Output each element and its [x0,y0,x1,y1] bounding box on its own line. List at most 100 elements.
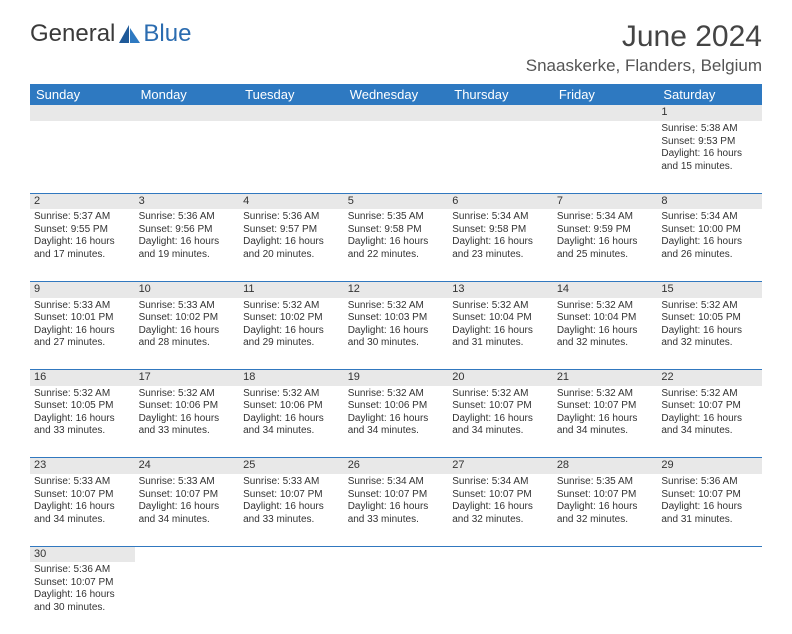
daynum-row: 30 [30,546,762,562]
daylight: and 34 minutes. [452,425,549,438]
daylight: and 31 minutes. [661,514,758,527]
day-empty [135,121,240,193]
brand-part2: Blue [143,20,191,48]
day-cell: Sunrise: 5:32 AMSunset: 10:04 PMDaylight… [553,298,658,370]
day-cell: Sunrise: 5:33 AMSunset: 10:07 PMDaylight… [239,474,344,546]
sunset: Sunset: 10:07 PM [243,489,340,502]
detail-row: Sunrise: 5:33 AMSunset: 10:07 PMDaylight… [30,474,762,546]
month-title: June 2024 [526,20,762,54]
daynum: 21 [553,370,658,386]
sunrise: Sunrise: 5:32 AM [557,300,654,313]
day-cell: Sunrise: 5:32 AMSunset: 10:02 PMDaylight… [239,298,344,370]
daynum: 28 [553,458,658,474]
day-cell: Sunrise: 5:36 AMSunset: 10:07 PMDaylight… [657,474,762,546]
daynum-empty [344,105,449,121]
daylight: Daylight: 16 hours [348,236,445,249]
daylight: Daylight: 16 hours [452,325,549,338]
daylight: and 34 minutes. [557,425,654,438]
sunset: Sunset: 10:06 PM [243,400,340,413]
daylight: and 34 minutes. [243,425,340,438]
day-empty [135,562,240,634]
daylight: and 32 minutes. [557,337,654,350]
day-cell: Sunrise: 5:33 AMSunset: 10:01 PMDaylight… [30,298,135,370]
sunset: Sunset: 9:59 PM [557,224,654,237]
day-cell: Sunrise: 5:32 AMSunset: 10:07 PMDaylight… [553,386,658,458]
daynum-empty [448,546,553,562]
daylight: Daylight: 16 hours [452,501,549,514]
sunset: Sunset: 10:07 PM [661,489,758,502]
daynum: 20 [448,370,553,386]
daynum: 10 [135,281,240,297]
daynum: 17 [135,370,240,386]
sunset: Sunset: 10:07 PM [661,400,758,413]
sunrise: Sunrise: 5:34 AM [452,476,549,489]
daynum: 15 [657,281,762,297]
sunrise: Sunrise: 5:32 AM [452,300,549,313]
sunset: Sunset: 9:58 PM [348,224,445,237]
daynum: 16 [30,370,135,386]
daynum: 7 [553,193,658,209]
sunset: Sunset: 10:04 PM [557,312,654,325]
daylight: Daylight: 16 hours [661,236,758,249]
daylight: and 33 minutes. [139,425,236,438]
daylight: and 17 minutes. [34,249,131,262]
daynum-row: 1 [30,105,762,121]
daylight: Daylight: 16 hours [139,501,236,514]
weekday-header-row: Sunday Monday Tuesday Wednesday Thursday… [30,84,762,105]
sunset: Sunset: 10:02 PM [139,312,236,325]
daylight: and 32 minutes. [452,514,549,527]
day-cell: Sunrise: 5:33 AMSunset: 10:07 PMDaylight… [30,474,135,546]
sunrise: Sunrise: 5:32 AM [34,388,131,401]
day-cell: Sunrise: 5:36 AMSunset: 10:07 PMDaylight… [30,562,135,634]
day-cell: Sunrise: 5:32 AMSunset: 10:03 PMDaylight… [344,298,449,370]
brand-part1: General [30,20,115,48]
day-cell: Sunrise: 5:38 AM Sunset: 9:53 PM Dayligh… [657,121,762,193]
weekday-header: Thursday [448,84,553,105]
sunset: Sunset: 10:05 PM [34,400,131,413]
daynum: 2 [30,193,135,209]
sail-icon [119,24,141,44]
daylight: Daylight: 16 hours [348,325,445,338]
day-cell: Sunrise: 5:36 AMSunset: 9:57 PMDaylight:… [239,209,344,281]
sunrise: Sunrise: 5:34 AM [452,211,549,224]
sunrise: Sunrise: 5:35 AM [348,211,445,224]
daylight: Daylight: 16 hours [243,236,340,249]
weekday-header: Sunday [30,84,135,105]
sunrise: Sunrise: 5:33 AM [34,476,131,489]
daylight: Daylight: 16 hours [557,236,654,249]
daylight: Daylight: 16 hours [34,236,131,249]
day-cell: Sunrise: 5:32 AMSunset: 10:06 PMDaylight… [344,386,449,458]
daynum-empty [553,105,658,121]
weekday-header: Wednesday [344,84,449,105]
daynum-row: 23242526272829 [30,458,762,474]
sunset: Sunset: 10:07 PM [348,489,445,502]
sunset: Sunset: 9:58 PM [452,224,549,237]
daylight: Daylight: 16 hours [139,413,236,426]
calendar-table: Sunday Monday Tuesday Wednesday Thursday… [30,84,762,634]
detail-row: Sunrise: 5:37 AMSunset: 9:55 PMDaylight:… [30,209,762,281]
daylight: and 33 minutes. [348,514,445,527]
sunrise: Sunrise: 5:36 AM [243,211,340,224]
sunset: Sunset: 10:07 PM [34,489,131,502]
daynum-row: 2 3 4 5 6 7 8 [30,193,762,209]
sunset: Sunset: 10:00 PM [661,224,758,237]
daylight: and 33 minutes. [243,514,340,527]
daynum: 8 [657,193,762,209]
daynum: 12 [344,281,449,297]
day-empty [553,121,658,193]
day-cell: Sunrise: 5:37 AMSunset: 9:55 PMDaylight:… [30,209,135,281]
sunrise: Sunrise: 5:32 AM [348,300,445,313]
weekday-header: Monday [135,84,240,105]
daynum: 9 [30,281,135,297]
location: Snaaskerke, Flanders, Belgium [526,56,762,76]
day-empty [30,121,135,193]
detail-row: Sunrise: 5:36 AMSunset: 10:07 PMDaylight… [30,562,762,634]
daylight: Daylight: 16 hours [557,325,654,338]
daylight: Daylight: 16 hours [557,413,654,426]
weekday-header: Saturday [657,84,762,105]
day-cell: Sunrise: 5:33 AMSunset: 10:07 PMDaylight… [135,474,240,546]
day-cell: Sunrise: 5:34 AMSunset: 9:59 PMDaylight:… [553,209,658,281]
day-cell: Sunrise: 5:34 AMSunset: 10:07 PMDaylight… [448,474,553,546]
daylight: Daylight: 16 hours [34,413,131,426]
daynum-empty [135,105,240,121]
